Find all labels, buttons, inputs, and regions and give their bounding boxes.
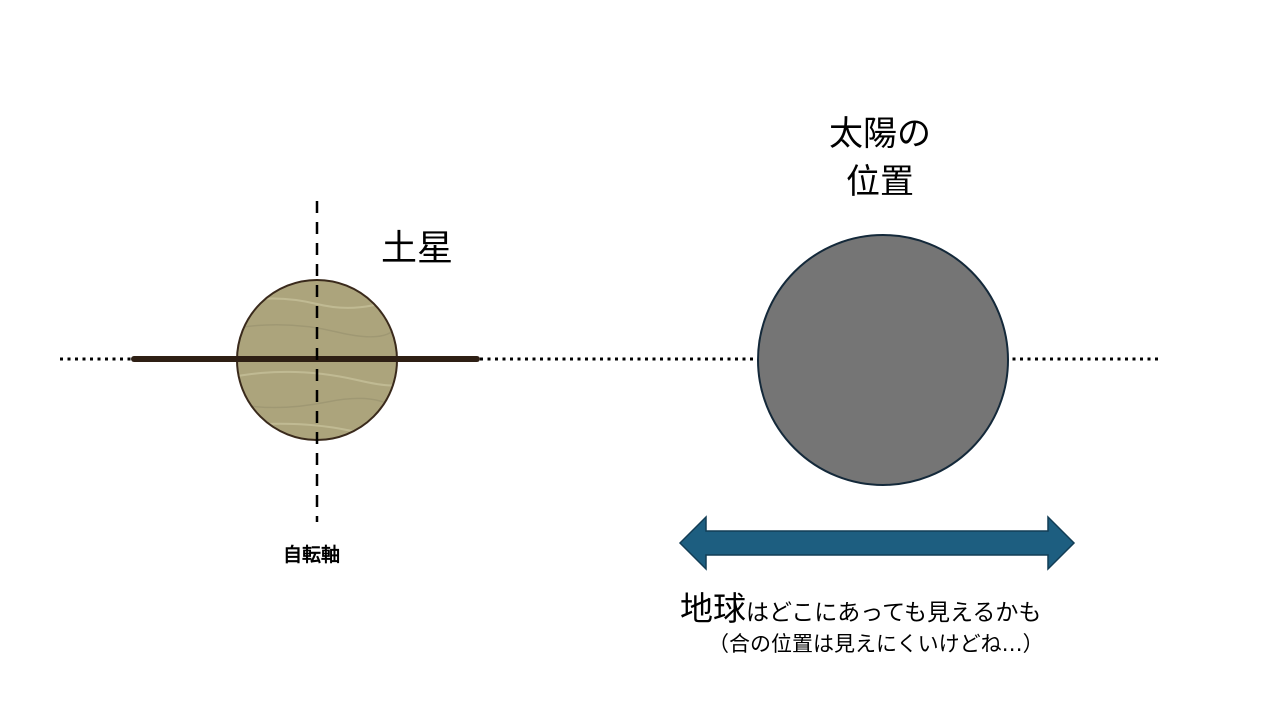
sun-label-line-2: 位置 xyxy=(846,162,914,202)
sun xyxy=(757,234,1009,486)
sun-position-label: 太陽の 位置 xyxy=(815,110,945,206)
sun-label-line-1: 太陽の xyxy=(829,114,931,154)
rotation-axis-label: 自転軸 xyxy=(283,544,341,566)
earth-emphasis: 地球 xyxy=(680,589,746,628)
conjunction-note: （合の位置は見えにくいけどね…） xyxy=(708,632,1044,656)
earth-caption-rest: はどこにあっても見えるかも xyxy=(746,600,1042,626)
double-arrow xyxy=(678,515,1076,571)
saturn-label: 土星 xyxy=(381,228,454,269)
earth-caption: 地球はどこにあっても見えるかも xyxy=(680,590,1041,628)
